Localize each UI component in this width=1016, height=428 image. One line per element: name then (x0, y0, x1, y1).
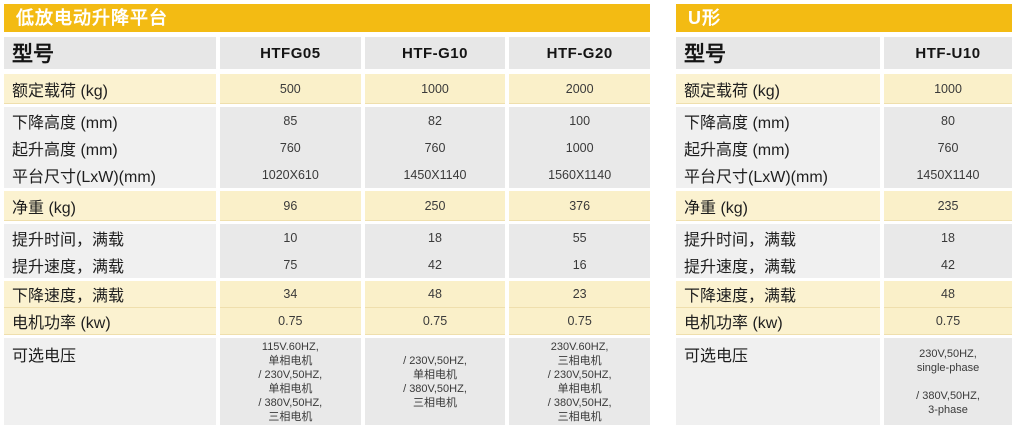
spec-group-lower-motor: 下降速度，满载 48 电机功率 (kw) 0.75 (676, 281, 1012, 335)
spec-group-heights: 下降高度 (mm) 85 82 100 起升高度 (mm) 760 760 10… (4, 107, 650, 188)
spec-value-cell: 1000 (364, 74, 506, 104)
spec-value-cell: / 230V,50HZ, 单相电机 / 380V,50HZ, 三相电机 (364, 338, 506, 425)
spec-value-cell: 48 (364, 281, 506, 308)
spec-value-cell: 250 (364, 191, 506, 221)
spec-group-lift: 提升时间，满载 18 提升速度，满载 42 (676, 224, 1012, 278)
table-u-shape: U形 型号 HTF-U10 额定载荷 (kg) 1000 下降高度 (mm) 8… (676, 4, 1012, 425)
spec-label-cell: 下降速度，满载 (4, 281, 216, 308)
table-title-bar: 低放电动升降平台 (4, 4, 650, 32)
spec-value-cell: 0.75 (364, 308, 506, 335)
spec-value-cell: 0.75 (509, 308, 650, 335)
spec-label-cell: 可选电压 (4, 338, 216, 425)
spec-sheet: 低放电动升降平台 型号 HTFG05 HTF-G10 HTF-G20 额定载荷 … (4, 4, 1012, 425)
spec-label-cell: 额定载荷 (kg) (676, 74, 880, 104)
model-header-cell: 型号 (4, 37, 216, 69)
spec-value-cell: 80 (884, 107, 1012, 134)
spec-value-cell: 16 (509, 251, 650, 278)
spec-label-cell: 起升高度 (mm) (676, 134, 880, 161)
spec-label-cell: 可选电压 (676, 338, 880, 425)
spec-label-cell: 提升时间，满载 (4, 224, 216, 251)
spec-value-cell: 18 (364, 224, 506, 251)
spec-value-cell: 85 (220, 107, 361, 134)
spec-value-cell: 1000 (884, 74, 1012, 104)
spec-value-cell: 376 (509, 191, 650, 221)
spec-value-cell: 115V.60HZ, 单相电机 / 230V,50HZ, 单相电机 / 380V… (220, 338, 361, 425)
spec-group-heights: 下降高度 (mm) 80 起升高度 (mm) 760 平台尺寸(LxW)(mm)… (676, 107, 1012, 188)
spec-label-cell: 下降高度 (mm) (4, 107, 216, 134)
spec-label-cell: 下降高度 (mm) (676, 107, 880, 134)
spec-value-cell: 42 (364, 251, 506, 278)
spec-value-cell: 75 (220, 251, 361, 278)
spec-value-cell: 500 (220, 74, 361, 104)
spec-value-cell: 23 (509, 281, 650, 308)
spec-value-cell: 55 (509, 224, 650, 251)
spec-label-cell: 平台尺寸(LxW)(mm) (4, 161, 216, 188)
model-name-cell: HTF-U10 (884, 37, 1012, 69)
model-row: 型号 HTFG05 HTF-G10 HTF-G20 (4, 37, 650, 69)
spec-value-cell: 230V.60HZ, 三相电机 / 230V,50HZ, 单相电机 / 380V… (509, 338, 650, 425)
spec-value-cell: 100 (509, 107, 650, 134)
spec-value-cell: 1450X1140 (364, 161, 506, 188)
spec-label-cell: 下降速度，满载 (676, 281, 880, 308)
spec-label-cell: 电机功率 (kw) (4, 308, 216, 335)
spec-label-cell: 电机功率 (kw) (676, 308, 880, 335)
spec-group-lower-motor: 下降速度，满载 34 48 23 电机功率 (kw) 0.75 0.75 0.7… (4, 281, 650, 335)
spec-value-cell: 18 (884, 224, 1012, 251)
spec-value-cell: 0.75 (884, 308, 1012, 335)
model-header-cell: 型号 (676, 37, 880, 69)
spec-label-cell: 平台尺寸(LxW)(mm) (676, 161, 880, 188)
spec-label-cell: 净重 (kg) (4, 191, 216, 221)
spec-row-voltage: 可选电压 230V,50HZ, single-phase / 380V,50HZ… (676, 338, 1012, 425)
spec-row-rated-load: 额定载荷 (kg) 1000 (676, 74, 1012, 104)
spec-row-voltage: 可选电压 115V.60HZ, 单相电机 / 230V,50HZ, 单相电机 /… (4, 338, 650, 425)
spec-label-cell: 提升速度，满载 (676, 251, 880, 278)
spec-value-cell: 96 (220, 191, 361, 221)
spec-value-cell: 230V,50HZ, single-phase / 380V,50HZ, 3-p… (884, 338, 1012, 425)
spec-value-cell: 2000 (509, 74, 650, 104)
table-title: 低放电动升降平台 (16, 8, 168, 28)
spec-label-cell: 提升时间，满载 (676, 224, 880, 251)
table-title-bar: U形 (676, 4, 1012, 32)
spec-label-cell: 净重 (kg) (676, 191, 880, 221)
spec-value-cell: 1020X610 (220, 161, 361, 188)
spec-value-cell: 235 (884, 191, 1012, 221)
spec-value-cell: 760 (884, 134, 1012, 161)
model-name-cell: HTF-G20 (509, 37, 650, 69)
spec-label-cell: 提升速度，满载 (4, 251, 216, 278)
spec-value-cell: 1000 (509, 134, 650, 161)
spec-value-cell: 760 (220, 134, 361, 161)
model-name-cell: HTFG05 (220, 37, 361, 69)
spec-value-cell: 82 (364, 107, 506, 134)
spec-row-net-weight: 净重 (kg) 96 250 376 (4, 191, 650, 221)
spec-row-net-weight: 净重 (kg) 235 (676, 191, 1012, 221)
model-name-cell: HTF-G10 (364, 37, 506, 69)
spec-value-cell: 48 (884, 281, 1012, 308)
spec-value-cell: 0.75 (220, 308, 361, 335)
spec-value-cell: 1560X1140 (509, 161, 650, 188)
spec-label-cell: 起升高度 (mm) (4, 134, 216, 161)
table-title: U形 (688, 8, 721, 28)
spec-row-rated-load: 额定载荷 (kg) 500 1000 2000 (4, 74, 650, 104)
spec-value-cell: 10 (220, 224, 361, 251)
spec-value-cell: 34 (220, 281, 361, 308)
spec-value-cell: 42 (884, 251, 1012, 278)
spec-value-cell: 760 (364, 134, 506, 161)
table-low-profile-lift: 低放电动升降平台 型号 HTFG05 HTF-G10 HTF-G20 额定载荷 … (4, 4, 650, 425)
model-row: 型号 HTF-U10 (676, 37, 1012, 69)
spec-value-cell: 1450X1140 (884, 161, 1012, 188)
spec-group-lift: 提升时间，满载 10 18 55 提升速度，满载 75 42 16 (4, 224, 650, 278)
spec-label-cell: 额定载荷 (kg) (4, 74, 216, 104)
